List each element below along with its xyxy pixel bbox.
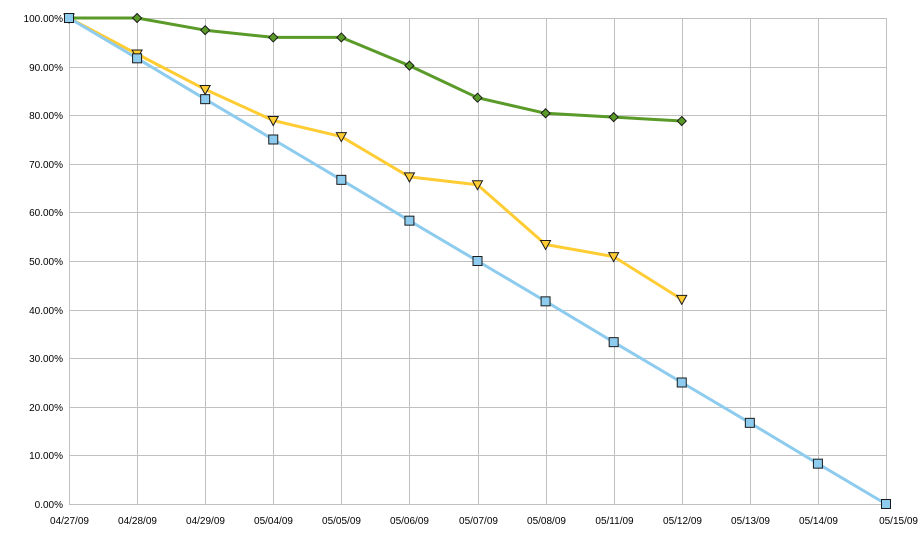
data-point bbox=[744, 417, 755, 428]
x-tick-label: 04/29/09 bbox=[186, 516, 225, 527]
data-point bbox=[199, 24, 211, 36]
data-point bbox=[676, 377, 687, 388]
data-point bbox=[336, 32, 347, 43]
data-point bbox=[540, 108, 551, 119]
data-point bbox=[131, 12, 143, 24]
data-point bbox=[404, 60, 415, 71]
data-point bbox=[607, 252, 620, 263]
data-point bbox=[200, 94, 211, 105]
x-tick-label: 05/11/09 bbox=[595, 516, 634, 527]
data-point bbox=[608, 111, 619, 123]
data-point bbox=[881, 499, 891, 509]
x-tick-label: 04/28/09 bbox=[118, 516, 157, 527]
data-point bbox=[268, 134, 279, 145]
data-point bbox=[472, 92, 483, 103]
x-axis-tick-labels: 04/27/09 04/28/09 04/29/09 05/04/09 05/05/09… bbox=[50, 516, 918, 527]
y-tick-label: 50.00% bbox=[29, 257, 63, 268]
data-point bbox=[472, 256, 483, 266]
y-tick-label: 100.00% bbox=[24, 14, 64, 25]
x-tick-label: 05/14/09 bbox=[799, 516, 838, 527]
y-tick-label: 60.00% bbox=[29, 208, 63, 219]
data-point bbox=[676, 115, 687, 127]
data-point bbox=[404, 215, 415, 226]
y-tick-label: 30.00% bbox=[29, 354, 63, 365]
x-tick-label: 05/13/09 bbox=[731, 516, 770, 527]
data-point bbox=[608, 337, 619, 348]
x-tick-label: 05/15/09 bbox=[879, 516, 918, 527]
data-point bbox=[540, 296, 551, 307]
data-point bbox=[199, 84, 212, 96]
y-tick-label: 70.00% bbox=[29, 160, 63, 171]
series-layer bbox=[63, 12, 891, 509]
x-tick-label: 04/27/09 bbox=[50, 516, 89, 527]
series-3 bbox=[64, 13, 891, 509]
y-tick-label: 80.00% bbox=[29, 111, 63, 122]
series-2 bbox=[63, 13, 688, 306]
data-point bbox=[539, 239, 552, 251]
data-point bbox=[336, 174, 347, 185]
x-tick-label: 05/06/09 bbox=[390, 516, 429, 527]
y-tick-label: 0.00% bbox=[35, 500, 63, 511]
x-tick-label: 05/04/09 bbox=[254, 516, 293, 527]
y-tick-label: 40.00% bbox=[29, 306, 63, 317]
series-1 bbox=[63, 12, 687, 127]
x-tick-label: 05/12/09 bbox=[663, 516, 702, 527]
series-line bbox=[68, 16, 683, 301]
y-tick-label: 10.00% bbox=[29, 451, 63, 462]
y-axis-tick-labels: 0.00% 10.00% 20.00% 30.00% 40.00% 50.00% 60.00… bbox=[24, 14, 64, 511]
x-tick-label: 05/07/09 bbox=[459, 516, 498, 527]
x-tick-label: 05/05/09 bbox=[322, 516, 361, 527]
plot-area-border bbox=[69, 18, 887, 505]
y-tick-label: 90.00% bbox=[29, 63, 63, 74]
data-point bbox=[267, 116, 280, 127]
data-point bbox=[812, 458, 823, 469]
x-tick-label: 05/08/09 bbox=[527, 516, 566, 527]
data-point bbox=[64, 13, 74, 23]
y-tick-label: 20.00% bbox=[29, 403, 63, 414]
data-point bbox=[471, 180, 484, 191]
series-line bbox=[69, 16, 682, 123]
data-point bbox=[403, 172, 416, 183]
data-point bbox=[132, 53, 143, 64]
data-point bbox=[268, 32, 279, 43]
data-point bbox=[335, 132, 348, 143]
data-point bbox=[675, 294, 688, 306]
